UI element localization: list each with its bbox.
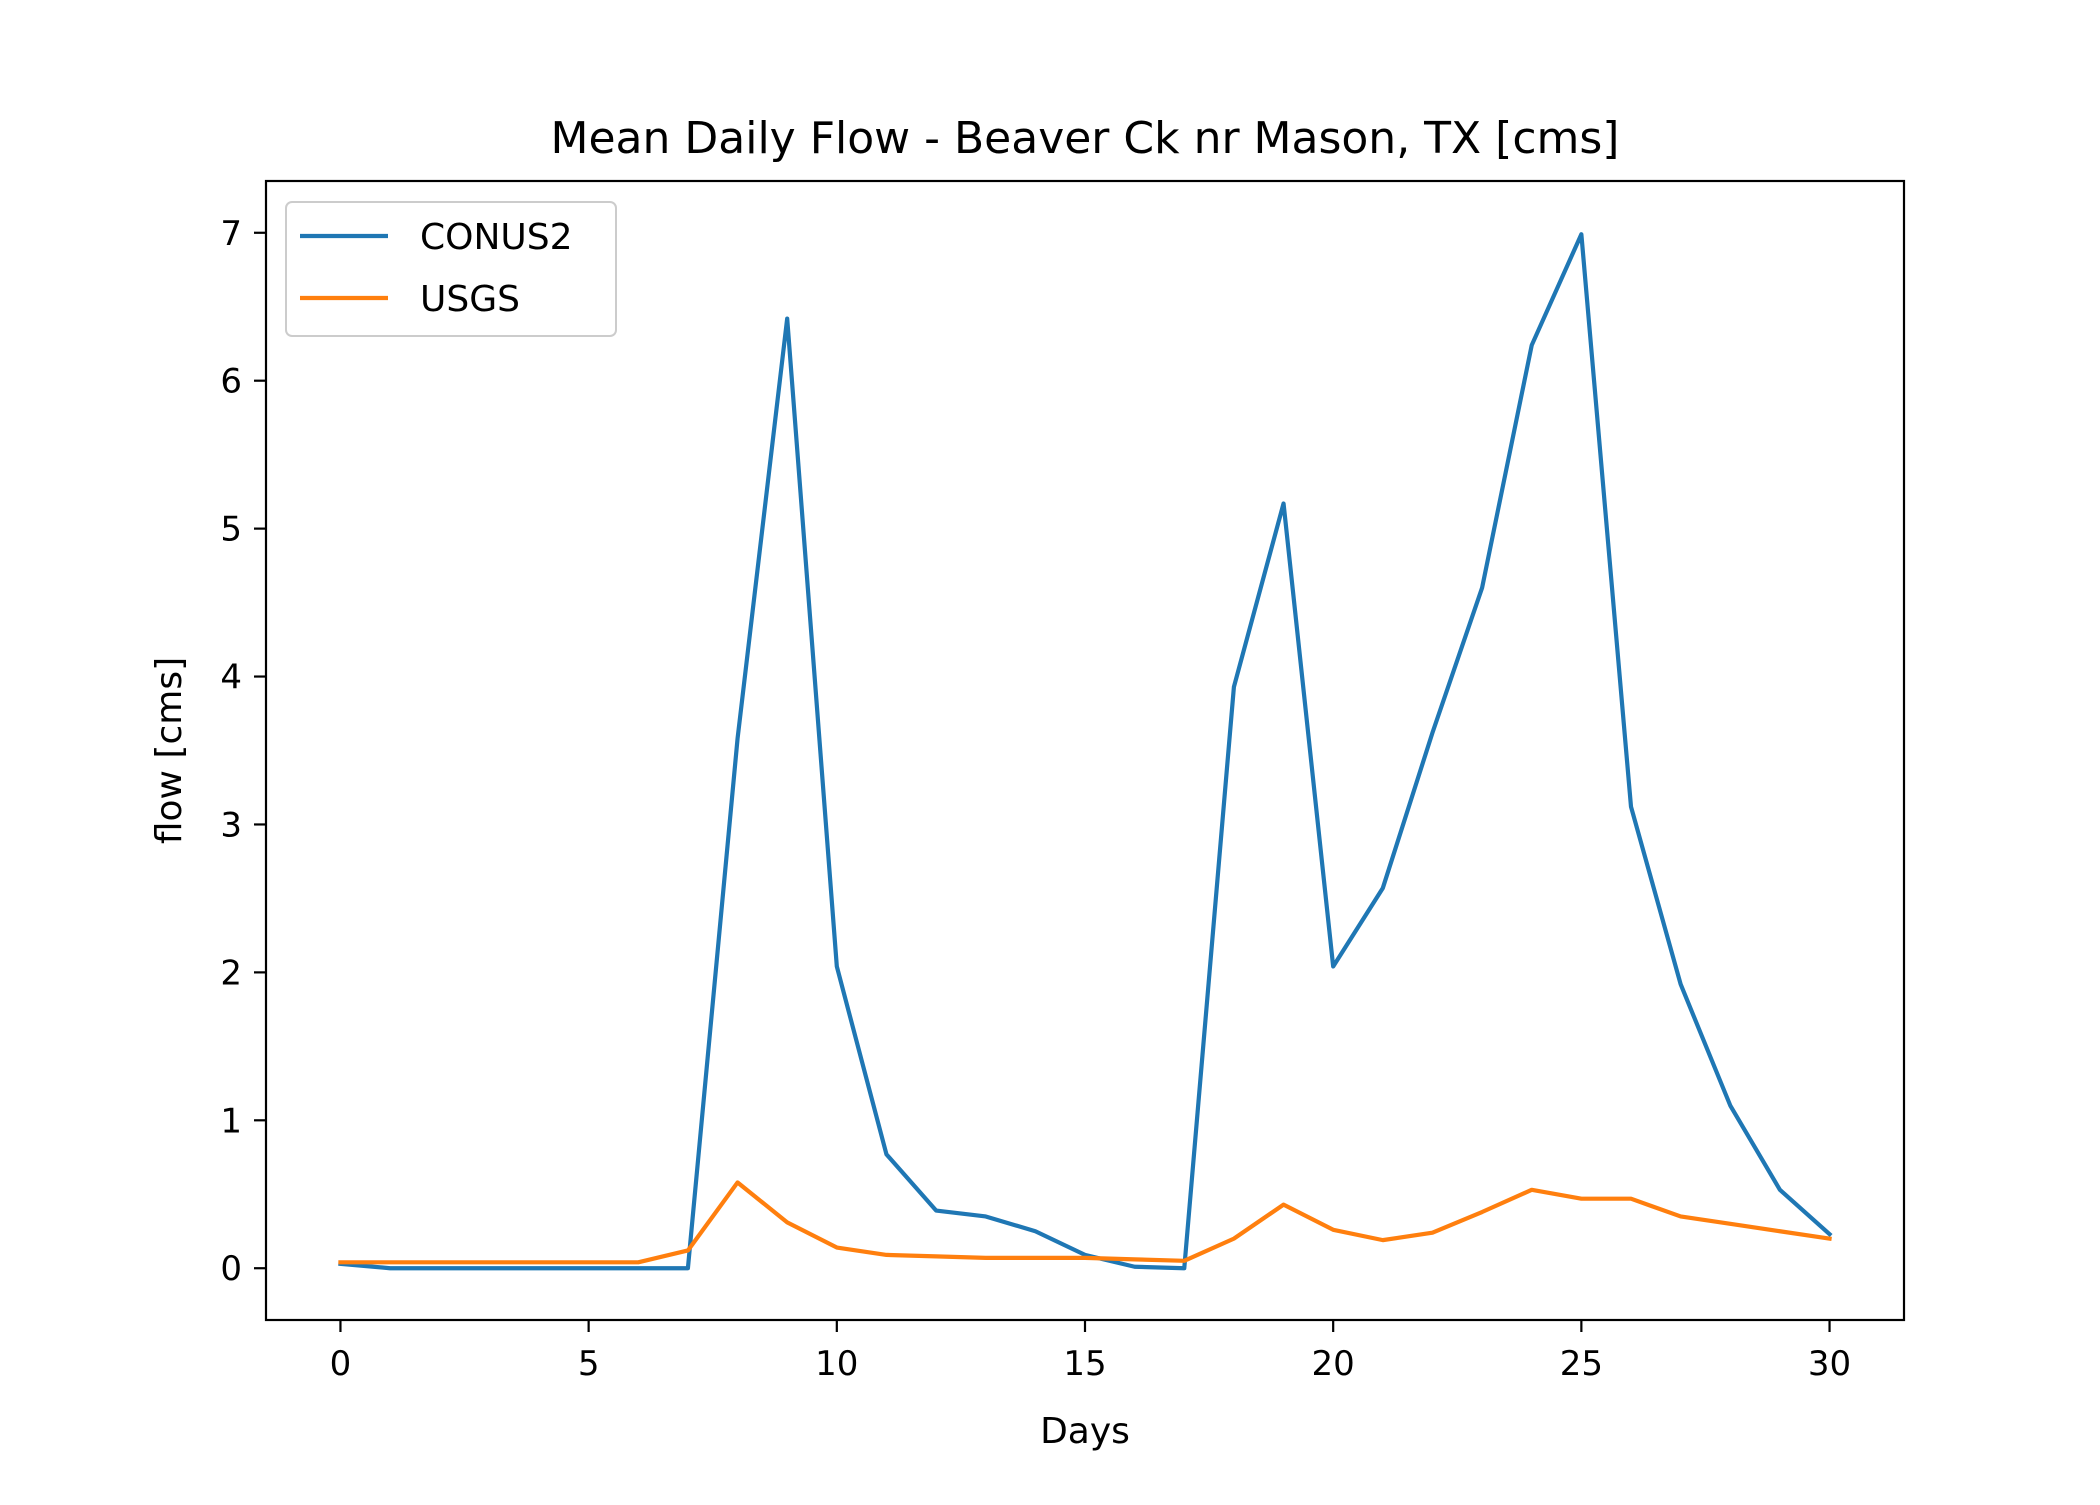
series-line-conus2 [338, 232, 1833, 1271]
x-tick-label: 25 [1560, 1344, 1603, 1384]
y-axis-label: flow [cms] [149, 657, 190, 844]
chart-title: Mean Daily Flow - Beaver Ck nr Mason, TX… [551, 113, 1620, 164]
y-tick-label: 6 [220, 362, 242, 402]
x-tick-label: 30 [1808, 1344, 1851, 1384]
x-axis-label: Days [1040, 1411, 1130, 1452]
y-tick-label: 4 [220, 658, 242, 698]
y-tick-label: 7 [220, 214, 242, 254]
y-axis: 0 1 2 3 4 5 6 7 [220, 214, 266, 1289]
x-tick-label: 10 [815, 1344, 858, 1384]
series-line-usgs [338, 1180, 1832, 1265]
axes-frame [264, 179, 1906, 1322]
x-axis: 0 5 10 15 20 25 30 [330, 1320, 1851, 1384]
y-tick-label: 2 [220, 953, 242, 993]
y-tick-label: 0 [220, 1249, 242, 1289]
x-tick-label: 15 [1063, 1344, 1106, 1384]
legend-label-conus2: CONUS2 [420, 217, 573, 258]
y-tick-label: 5 [220, 510, 242, 550]
x-tick-label: 5 [578, 1344, 600, 1384]
x-tick-label: 20 [1312, 1344, 1355, 1384]
legend: CONUS2 USGS [285, 201, 617, 337]
y-tick-label: 3 [220, 805, 242, 845]
x-tick-label: 0 [330, 1344, 352, 1384]
legend-label-usgs: USGS [420, 279, 520, 320]
plot-area [264, 179, 1906, 1322]
y-tick-label: 1 [220, 1101, 242, 1141]
